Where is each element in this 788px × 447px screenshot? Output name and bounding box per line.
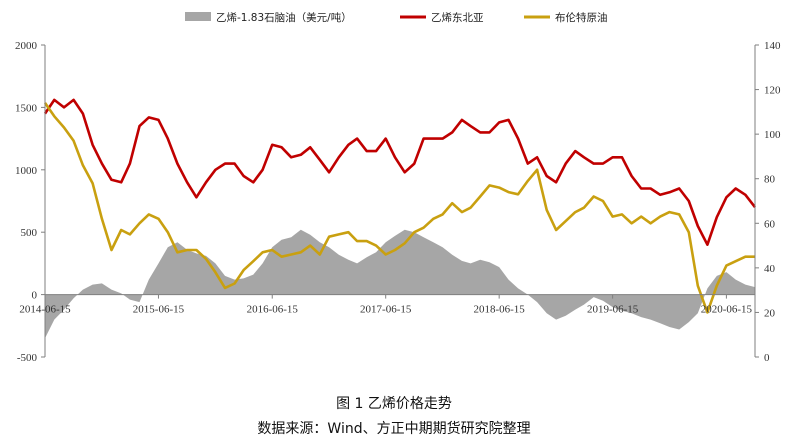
chart: 乙烯-1.83石脑油（美元/吨） 乙烯东北亚 布伦特原油 -500050010001… [15,11,781,364]
axes-layer: -500 0 500 1000 1500 2000 0 20 40 60 80 100 120 140 20… [15,40,781,364]
y-left-tick-label: 1500 [15,102,38,114]
y-right-tick-label: 20 [764,307,776,319]
series-area-0 [45,229,755,339]
y-right-tick-label: 120 [764,85,781,97]
y-right-tick-label: 0 [764,352,770,364]
x-tick-label: 2020-06-15 [701,304,753,316]
legend: 乙烯-1.83石脑油（美元/吨） 乙烯东北亚 布伦特原油 [185,11,608,24]
series-layer [43,98,757,339]
x-tick-label: 2017-06-15 [360,304,412,316]
y-left-tick-label: -500 [17,352,38,364]
legend-label-1: 乙烯东北亚 [431,11,484,24]
y-left-tick-label: 2000 [15,40,38,52]
legend-label-2: 布伦特原油 [555,11,608,24]
y-left-tick-label: 0 [32,290,38,302]
x-tick-label: 2019-06-15 [587,304,639,316]
figure-title: 图 1 乙烯价格走势 [336,396,452,412]
y-right-tick-label: 140 [764,40,781,52]
y-left-tick-label: 1000 [15,165,38,177]
figure-source: 数据来源：Wind、方正中期期货研究院整理 [257,421,531,437]
x-tick-label: 2016-06-15 [247,304,299,316]
legend-label-0: 乙烯-1.83石脑油（美元/吨） [216,11,352,24]
y-right-tick-label: 80 [764,174,776,186]
y-left-tick-label: 500 [21,227,38,239]
y-right-tick-label: 40 [764,263,776,275]
x-tick-label: 2014-06-15 [19,304,71,316]
series-line-2 [43,102,755,314]
x-tick-label: 2018-06-15 [473,304,525,316]
legend-swatch-0 [185,12,211,21]
y-right-tick-label: 100 [764,129,781,141]
x-tick-label: 2015-06-15 [133,304,185,316]
y-right-tick-label: 60 [764,218,776,230]
series-line-1 [43,98,757,246]
